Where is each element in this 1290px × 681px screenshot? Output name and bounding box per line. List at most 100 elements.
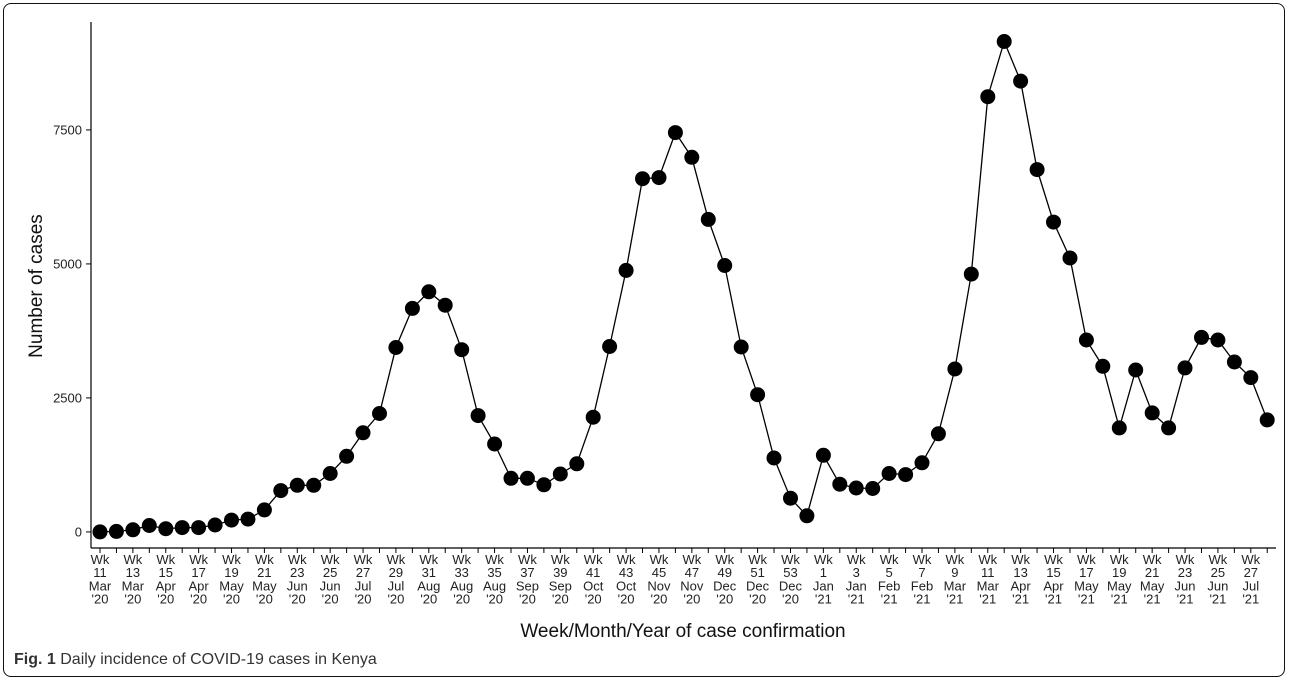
x-tick-label: Wk 25 Jun '20 bbox=[320, 552, 341, 607]
data-point bbox=[898, 467, 914, 483]
data-point bbox=[125, 522, 141, 538]
data-point bbox=[980, 89, 996, 105]
data-point bbox=[1243, 370, 1259, 386]
data-point bbox=[799, 508, 815, 524]
data-point bbox=[881, 466, 897, 481]
figure-label: Fig. 1 bbox=[14, 651, 56, 668]
x-tick-label: Wk 29 Jul '20 bbox=[387, 552, 406, 607]
data-point bbox=[108, 523, 124, 539]
data-point bbox=[848, 480, 864, 496]
data-point bbox=[355, 425, 371, 441]
x-tick-label: Wk 1 Jan '21 bbox=[813, 552, 834, 607]
data-point bbox=[651, 170, 667, 186]
data-point bbox=[602, 339, 618, 354]
data-point bbox=[1177, 360, 1193, 376]
data-point bbox=[158, 521, 174, 537]
caption-text: Daily incidence of COVID-19 cases in Ken… bbox=[60, 651, 377, 668]
x-tick-label: Wk 35 Aug '20 bbox=[483, 552, 506, 607]
x-tick-label: Wk 13 Apr '21 bbox=[1011, 552, 1032, 607]
y-tick-label: 0 bbox=[75, 524, 82, 539]
x-tick-label: Wk 11 Mar '20 bbox=[89, 552, 112, 607]
x-tick-label: Wk 17 Apr '20 bbox=[189, 552, 210, 607]
data-point bbox=[454, 342, 470, 358]
x-tick-label: Wk 53 Dec '20 bbox=[779, 552, 803, 607]
x-tick-label: Wk 5 Feb '21 bbox=[878, 552, 900, 607]
data-point bbox=[92, 524, 108, 540]
data-point bbox=[618, 262, 634, 278]
data-point bbox=[388, 340, 404, 355]
data-point bbox=[552, 466, 568, 482]
data-point bbox=[635, 171, 650, 187]
data-point bbox=[174, 520, 190, 536]
x-tick-label: Wk 3 Jan '21 bbox=[846, 552, 867, 607]
data-point bbox=[437, 297, 453, 313]
x-tick-label: Wk 45 Nov '20 bbox=[647, 552, 671, 607]
data-point bbox=[141, 518, 157, 533]
data-point bbox=[519, 470, 535, 486]
x-axis-ticks: Wk 11 Mar '20 Wk 13 Mar '20 Wk 15 Apr '20 Wk 17 Apr '20… bbox=[89, 548, 1268, 607]
x-tick-label: Wk 51 Dec '20 bbox=[746, 552, 770, 607]
chart-axes bbox=[90, 22, 1276, 549]
data-point bbox=[306, 477, 322, 493]
x-tick-label: Wk 17 May '21 bbox=[1074, 552, 1099, 607]
data-point bbox=[832, 476, 848, 492]
x-tick-label: Wk 7 Feb '21 bbox=[911, 552, 933, 607]
data-point bbox=[996, 34, 1012, 49]
data-point bbox=[1111, 420, 1127, 436]
data-point bbox=[700, 211, 716, 227]
data-point bbox=[503, 470, 519, 486]
data-point bbox=[487, 436, 503, 452]
data-point bbox=[470, 408, 486, 424]
figure-frame bbox=[3, 3, 1285, 677]
data-point bbox=[1194, 329, 1209, 345]
data-point bbox=[536, 477, 552, 493]
data-point bbox=[733, 339, 749, 355]
x-tick-label: Wk 15 Apr '20 bbox=[156, 552, 177, 607]
x-tick-label: Wk 23 Jun '20 bbox=[287, 552, 308, 607]
x-tick-label: Wk 33 Aug '20 bbox=[450, 552, 473, 607]
series-points bbox=[92, 34, 1275, 540]
x-tick-label: Wk 11 Mar '21 bbox=[977, 552, 1000, 607]
data-point bbox=[750, 387, 766, 403]
data-point bbox=[585, 409, 601, 425]
y-tick-label: 5000 bbox=[53, 256, 82, 271]
data-point bbox=[783, 490, 798, 506]
x-tick-label: Wk 21 May '21 bbox=[1140, 552, 1165, 607]
x-tick-label: Wk 21 May '20 bbox=[252, 552, 277, 607]
data-point bbox=[1095, 358, 1111, 374]
data-point bbox=[1144, 405, 1160, 421]
data-point bbox=[766, 450, 782, 466]
x-tick-label: Wk 37 Sep '20 bbox=[516, 552, 539, 607]
line-chart: Wk 11 Mar '20 Wk 13 Mar '20 Wk 15 Apr '20 Wk 17 Apr '20… bbox=[26, 22, 1276, 642]
data-point bbox=[815, 447, 831, 463]
data-point bbox=[240, 511, 256, 527]
data-point bbox=[322, 466, 338, 481]
data-point bbox=[1226, 354, 1242, 370]
x-tick-label: Wk 23 Jun '21 bbox=[1175, 552, 1196, 607]
data-point bbox=[273, 483, 289, 499]
x-tick-label: Wk 41 Oct '20 bbox=[583, 552, 604, 607]
x-tick-label: Wk 25 Jun '21 bbox=[1207, 552, 1228, 607]
data-point bbox=[289, 477, 305, 493]
x-tick-label: Wk 31 Aug '20 bbox=[417, 552, 440, 607]
data-point bbox=[1128, 362, 1144, 378]
data-point bbox=[947, 361, 963, 377]
data-point bbox=[914, 455, 930, 471]
y-axis-ticks: 0 2500 5000 7500 bbox=[53, 122, 91, 539]
x-tick-label: Wk 15 Apr '21 bbox=[1043, 552, 1064, 607]
x-tick-label: Wk 47 Nov '20 bbox=[680, 552, 704, 607]
data-point bbox=[207, 517, 223, 533]
series-line bbox=[99, 39, 1268, 533]
x-tick-label: Wk 13 Mar '20 bbox=[122, 552, 145, 607]
data-point bbox=[865, 481, 881, 496]
data-point bbox=[1078, 332, 1094, 348]
data-point bbox=[717, 258, 733, 273]
x-tick-label: Wk 19 May '20 bbox=[219, 552, 244, 607]
data-point bbox=[930, 426, 946, 442]
series-path bbox=[99, 39, 1268, 533]
x-tick-label: Wk 27 Jul '20 bbox=[354, 552, 373, 607]
data-point bbox=[1161, 420, 1177, 436]
y-tick-label: 7500 bbox=[53, 122, 82, 137]
data-point bbox=[1259, 412, 1275, 428]
data-point bbox=[963, 266, 979, 282]
